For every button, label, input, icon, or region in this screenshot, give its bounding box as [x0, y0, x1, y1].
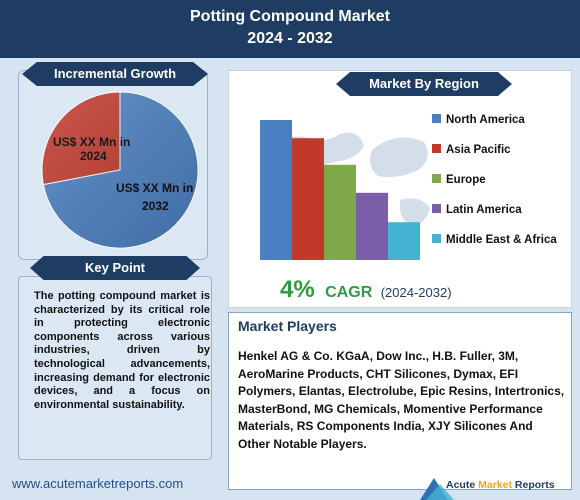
cagr-value: 4% — [280, 276, 315, 303]
logo-text: Acute Market Reports — [446, 479, 555, 491]
pie-label-2032-line2: 2032 — [142, 199, 169, 213]
legend-label: North America — [446, 114, 525, 126]
pie-shading — [42, 92, 198, 248]
cagr-period: (2024-2032) — [380, 285, 452, 300]
legend-swatch — [432, 114, 441, 123]
incremental-growth-banner: Incremental Growth — [22, 62, 208, 86]
page-subtitle: 2024 - 2032 — [247, 30, 333, 47]
pie-label-2024: US$ XX Mn in 2024 — [53, 135, 134, 163]
logo-word-market: Market — [478, 479, 512, 491]
legend-swatch — [432, 174, 441, 183]
page-header: Potting Compound Market 2024 - 2032 — [0, 0, 580, 58]
key-point-banner: Key Point — [30, 256, 200, 280]
page-title: Potting Compound Market — [190, 8, 390, 25]
region-bar-middle-east-africa — [388, 222, 420, 260]
legend-label: Asia Pacific — [446, 144, 511, 156]
pie-label-2024-line2: 2024 — [80, 149, 107, 163]
key-point-text: The potting compound market is character… — [34, 290, 210, 411]
market-players-title: Market Players — [238, 318, 337, 334]
cagr-label: CAGR — [325, 284, 373, 301]
legend-label: Middle East & Africa — [446, 234, 557, 246]
legend-swatch — [432, 144, 441, 153]
logo-word-reports: Reports — [514, 479, 555, 491]
cagr-statement: 4% CAGR (2024-2032) — [280, 276, 452, 304]
region-bar-asia-pacific — [292, 138, 324, 260]
region-banner: Market By Region — [336, 72, 512, 96]
legend-label: Europe — [446, 174, 486, 186]
pie-label-2032: US$ XX Mn in 2032 — [116, 181, 197, 213]
pie-label-2032-line1: US$ XX Mn in — [116, 181, 193, 195]
pie-label-2024-line1: US$ XX Mn in — [53, 135, 130, 149]
legend-label: Latin America — [446, 204, 522, 216]
acute-market-reports-logo — [420, 478, 454, 500]
key-point-panel — [18, 276, 212, 460]
logo-word-acute: Acute — [446, 479, 476, 491]
market-players-panel — [228, 312, 572, 490]
footer-url-link[interactable]: www.acutemarketreports.com — [12, 476, 184, 491]
region-bar-latin-america — [356, 192, 388, 260]
market-players-text: Henkel AG & Co. KGaA, Dow Inc., H.B. Ful… — [238, 349, 565, 451]
region-bar-north-america — [260, 120, 292, 260]
legend-swatch — [432, 204, 441, 213]
region-bar-europe — [324, 164, 356, 260]
legend-swatch — [432, 234, 441, 243]
